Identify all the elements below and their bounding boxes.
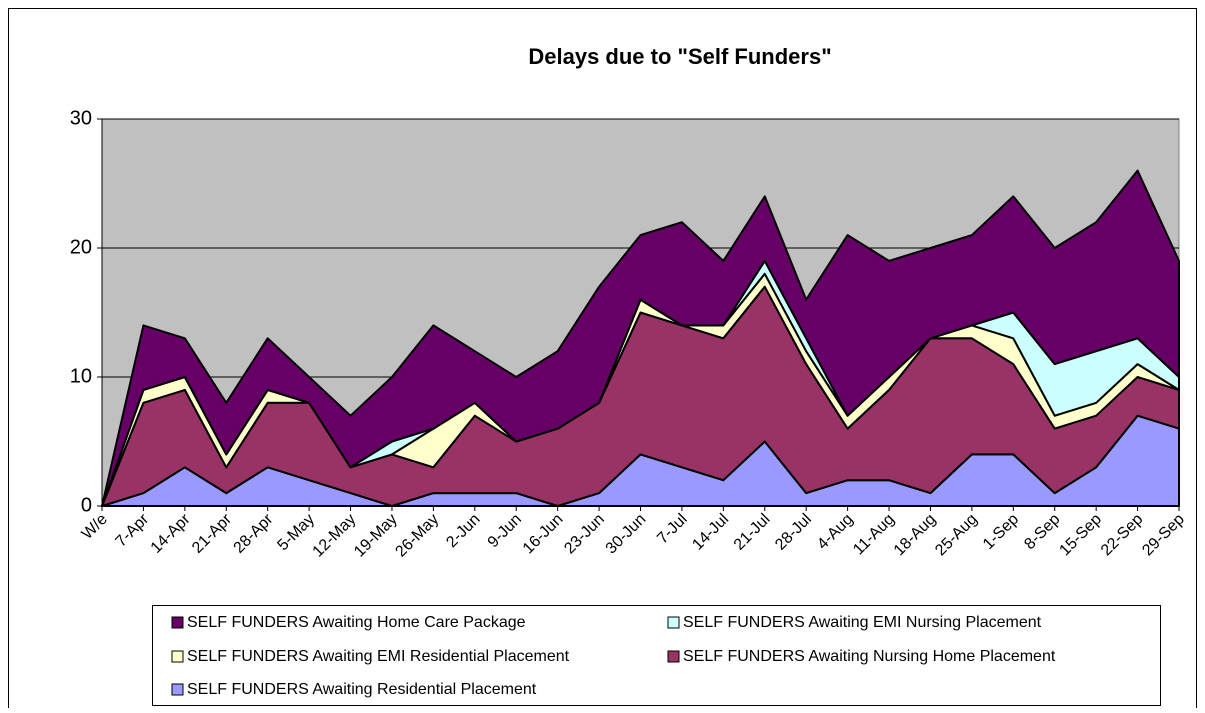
- legend-label: SELF FUNDERS Awaiting EMI Residential Pl…: [187, 648, 570, 665]
- legend-swatch: [667, 650, 680, 663]
- legend-label: SELF FUNDERS Awaiting Nursing Home Place…: [683, 648, 1056, 665]
- legend-swatch: [171, 650, 184, 663]
- y-tick-label: 10: [70, 365, 92, 387]
- chart-title: Delays due to "Self Funders": [528, 44, 831, 69]
- legend-label: SELF FUNDERS Awaiting Residential Placem…: [187, 681, 537, 698]
- area: [101, 169, 1180, 507]
- legend-label: SELF FUNDERS Awaiting EMI Nursing Placem…: [683, 614, 1042, 631]
- y-tick-label: 0: [81, 494, 92, 516]
- legend-label: SELF FUNDERS Awaiting Home Care Package: [187, 614, 526, 631]
- y-tick-label: 20: [70, 236, 92, 258]
- legend-swatch: [171, 683, 184, 696]
- legend-swatch: [667, 616, 680, 629]
- legend-swatch: [171, 616, 184, 629]
- legend: [152, 605, 1161, 706]
- y-tick-label: 30: [70, 107, 92, 129]
